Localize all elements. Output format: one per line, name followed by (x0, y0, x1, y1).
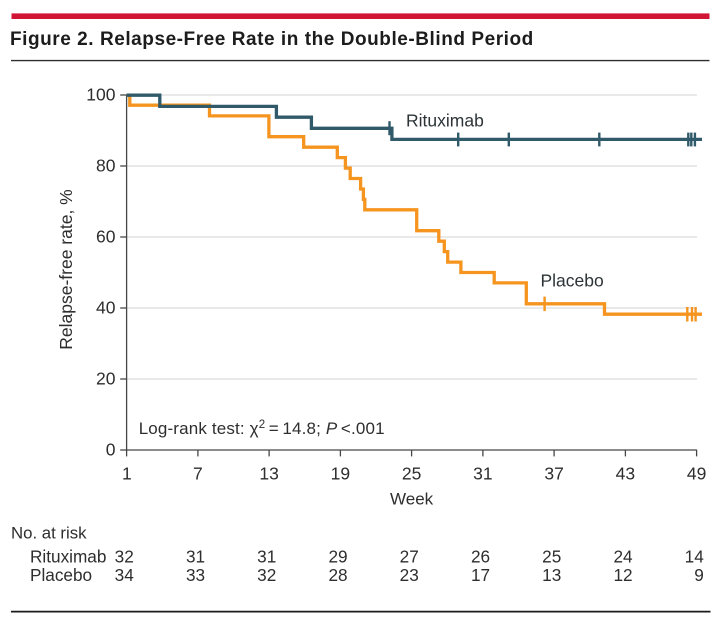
svg-text:100: 100 (86, 85, 115, 105)
svg-text:Rituximab: Rituximab (406, 111, 484, 131)
svg-text:Placebo: Placebo (541, 271, 604, 291)
svg-text:19: 19 (331, 464, 350, 484)
svg-text:25: 25 (402, 464, 421, 484)
svg-text:32: 32 (115, 547, 134, 567)
svg-text:60: 60 (96, 227, 116, 247)
svg-text:33: 33 (186, 565, 205, 585)
svg-text:No. at risk: No. at risk (11, 524, 87, 543)
svg-text:17: 17 (471, 565, 490, 585)
svg-text:Log-rank test: χ2 = 14.8; P <.: Log-rank test: χ2 = 14.8; P <.001 (139, 419, 385, 438)
svg-text:34: 34 (115, 565, 135, 585)
svg-text:1: 1 (122, 464, 132, 484)
svg-text:7: 7 (193, 464, 203, 484)
svg-text:49: 49 (687, 464, 706, 484)
svg-text:13: 13 (259, 464, 278, 484)
svg-text:23: 23 (400, 565, 419, 585)
svg-text:37: 37 (544, 464, 563, 484)
svg-text:43: 43 (616, 464, 635, 484)
svg-text:25: 25 (542, 547, 561, 567)
svg-text:14: 14 (685, 547, 705, 567)
svg-text:9: 9 (694, 565, 704, 585)
svg-text:28: 28 (328, 565, 347, 585)
svg-text:0: 0 (106, 440, 116, 460)
svg-text:31: 31 (473, 464, 492, 484)
svg-text:26: 26 (471, 547, 490, 567)
svg-text:20: 20 (96, 369, 116, 389)
svg-text:27: 27 (400, 547, 419, 567)
svg-text:31: 31 (186, 547, 205, 567)
svg-text:Placebo: Placebo (30, 565, 92, 585)
svg-text:Relapse-free rate, %: Relapse-free rate, % (56, 189, 76, 350)
svg-text:32: 32 (257, 565, 276, 585)
svg-text:24: 24 (613, 547, 633, 567)
svg-text:29: 29 (328, 547, 347, 567)
svg-text:31: 31 (257, 547, 276, 567)
svg-text:80: 80 (96, 156, 116, 176)
svg-text:13: 13 (542, 565, 561, 585)
svg-text:Figure 2. Relapse-Free Rate in: Figure 2. Relapse-Free Rate in the Doubl… (10, 29, 534, 50)
svg-text:40: 40 (96, 298, 116, 318)
svg-text:Week: Week (390, 490, 434, 509)
svg-text:Rituximab: Rituximab (30, 547, 106, 567)
svg-text:12: 12 (613, 565, 632, 585)
